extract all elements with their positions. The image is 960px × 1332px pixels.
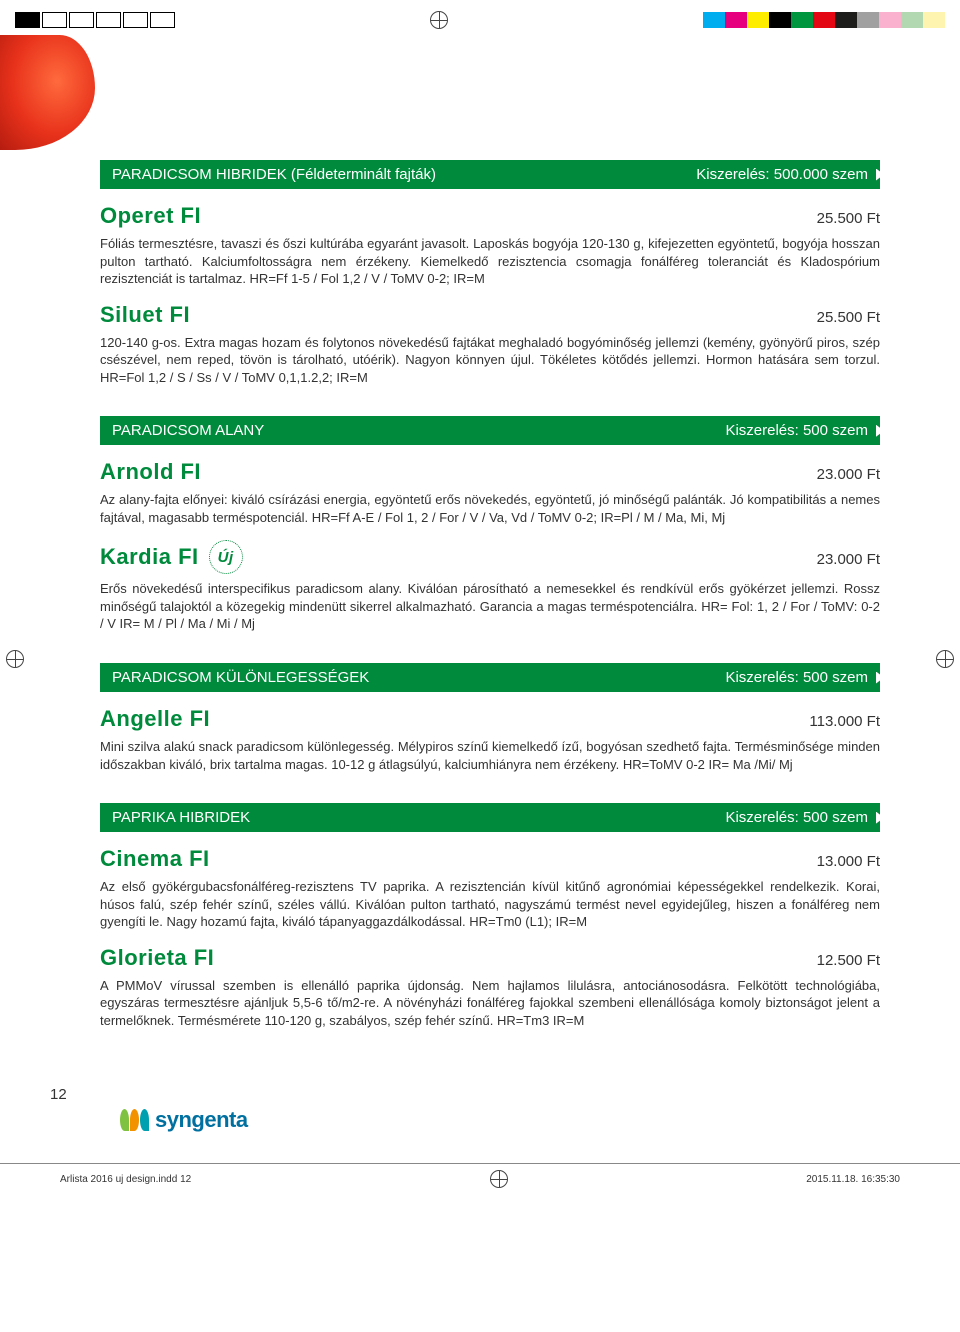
- section-header: PARADICSOM KÜLÖNLEGESSÉGEK Kiszerelés: 50…: [100, 663, 880, 692]
- color-swatches: [703, 12, 945, 28]
- product-price: 12.500 Ft: [817, 952, 880, 969]
- logo-text: syngenta: [155, 1107, 248, 1133]
- color-swatch: [725, 12, 747, 28]
- color-swatch: [747, 12, 769, 28]
- product-price: 23.000 Ft: [817, 466, 880, 483]
- page-number: 12: [50, 1086, 67, 1103]
- color-swatch: [835, 12, 857, 28]
- product-name: Cinema FI: [100, 846, 210, 872]
- product-price: 13.000 Ft: [817, 853, 880, 870]
- product-description: Az alany-fajta előnyei: kiváló csírázási…: [100, 491, 880, 526]
- section-packaging: Kiszerelés: 500.000 szem: [696, 166, 868, 183]
- section-packaging: Kiszerelés: 500 szem: [725, 669, 868, 686]
- section-packaging: Kiszerelés: 500 szem: [725, 422, 868, 439]
- section-header: PARADICSOM ALANY Kiszerelés: 500 szem: [100, 416, 880, 445]
- section-header: PAPRIKA HIBRIDEK Kiszerelés: 500 szem: [100, 803, 880, 832]
- color-swatch: [769, 12, 791, 28]
- product-name: Glorieta FI: [100, 945, 214, 971]
- product-row: Cinema FI 13.000 Ft: [100, 846, 880, 872]
- product-price: 25.500 Ft: [817, 210, 880, 227]
- color-swatch: [791, 12, 813, 28]
- print-registration-top: [0, 0, 960, 40]
- product-price: 113.000 Ft: [809, 713, 880, 730]
- product-description: 120-140 g-os. Extra magas hozam és folyt…: [100, 334, 880, 387]
- product-row: Siluet FI 25.500 Ft: [100, 302, 880, 328]
- product-description: Az első gyökérgubacsfonálféreg-reziszten…: [100, 878, 880, 931]
- product-description: Mini szilva alakú snack paradicsom külön…: [100, 738, 880, 773]
- syngenta-logo: syngenta: [120, 1107, 960, 1133]
- color-swatch: [901, 12, 923, 28]
- footer-bar: Arlista 2016 uj design.indd 12 2015.11.1…: [0, 1163, 960, 1198]
- crosshair-icon: [430, 11, 448, 29]
- product-row: Angelle FI 113.000 Ft: [100, 706, 880, 732]
- product-price: 23.000 Ft: [817, 551, 880, 568]
- product-row: Arnold FI 23.000 Ft: [100, 459, 880, 485]
- section-packaging: Kiszerelés: 500 szem: [725, 809, 868, 826]
- product-description: Fóliás termesztésre, tavaszi és őszi kul…: [100, 235, 880, 288]
- product-name: Operet FI: [100, 203, 201, 229]
- section-header: PARADICSOM HIBRIDEK (Féldeterminált fajt…: [100, 160, 880, 189]
- section-title: PARADICSOM KÜLÖNLEGESSÉGEK: [112, 669, 369, 686]
- product-name: Arnold FI: [100, 459, 201, 485]
- color-swatch: [857, 12, 879, 28]
- crosshair-icon: [936, 650, 954, 668]
- section-title: PARADICSOM ALANY: [112, 422, 264, 439]
- reg-boxes: [15, 12, 175, 28]
- page-content: PARADICSOM HIBRIDEK (Féldeterminált fajt…: [0, 160, 960, 1067]
- color-swatch: [879, 12, 901, 28]
- crosshair-icon: [6, 650, 24, 668]
- product-row: Operet FI 25.500 Ft: [100, 203, 880, 229]
- section-title: PARADICSOM HIBRIDEK (Féldeterminált fajt…: [112, 166, 436, 183]
- new-badge: Új: [209, 540, 243, 574]
- product-description: Erős növekedésű interspecifikus paradics…: [100, 580, 880, 633]
- footer-timestamp: 2015.11.18. 16:35:30: [806, 1174, 900, 1185]
- color-swatch: [703, 12, 725, 28]
- section-title: PAPRIKA HIBRIDEK: [112, 809, 250, 826]
- product-row: Kardia FIÚj 23.000 Ft: [100, 540, 880, 574]
- color-swatch: [923, 12, 945, 28]
- logo-leaves-icon: [120, 1109, 149, 1131]
- product-row: Glorieta FI 12.500 Ft: [100, 945, 880, 971]
- product-name: Kardia FIÚj: [100, 540, 243, 574]
- product-name: Angelle FI: [100, 706, 210, 732]
- product-price: 25.500 Ft: [817, 309, 880, 326]
- product-name: Siluet FI: [100, 302, 190, 328]
- footer-filename: Arlista 2016 uj design.indd 12: [60, 1174, 191, 1185]
- product-description: A PMMoV vírussal szemben is ellenálló pa…: [100, 977, 880, 1030]
- color-swatch: [813, 12, 835, 28]
- tomato-image: [0, 35, 95, 150]
- crosshair-icon: [490, 1170, 508, 1188]
